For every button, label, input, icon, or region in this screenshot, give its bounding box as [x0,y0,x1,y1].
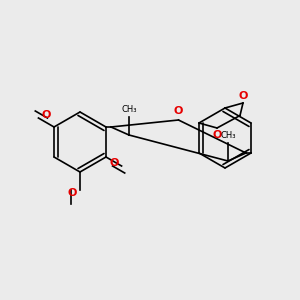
Text: O: O [174,106,183,116]
Text: O: O [109,158,119,168]
Text: O: O [212,130,222,140]
Text: O: O [41,110,51,120]
Text: CH₃: CH₃ [121,105,137,114]
Text: CH₃: CH₃ [220,131,236,140]
Text: O: O [238,91,248,101]
Text: O: O [68,188,77,198]
